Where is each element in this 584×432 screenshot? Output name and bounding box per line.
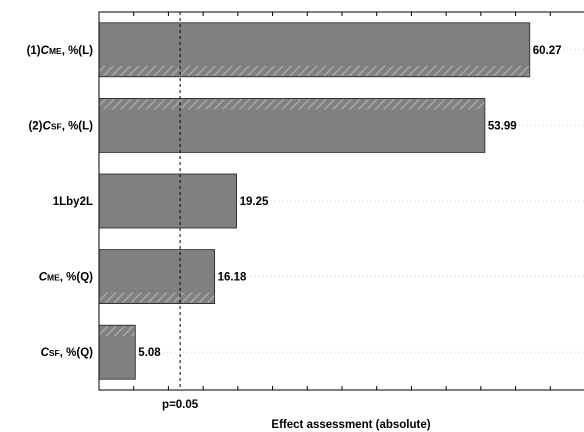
bar-hatch-csf-l: [99, 99, 485, 110]
category-label-interaction: 1Lby2L: [53, 196, 93, 208]
value-label-csf-q: 5.08: [138, 347, 161, 359]
bar-hatch-cme-q: [99, 292, 215, 303]
bars: [98, 22, 531, 380]
category-label-csf-l: (2)CSF, %(L): [28, 120, 93, 132]
category-label-cme-q: CME, %(Q): [39, 272, 93, 284]
category-label-cme-l: (1)CME, %(L): [27, 45, 94, 57]
x-axis-title: Effect assessment (absolute): [271, 419, 430, 431]
labels: 60.27 (1)CME, %(L) 53.99 (2)CSF, %(L) 19.25 1…: [27, 45, 562, 359]
value-label-interaction: 19.25: [240, 196, 269, 208]
plot-frame: [98, 11, 584, 391]
bar-hatch-csf-q: [99, 326, 135, 337]
bar-interaction: [98, 173, 237, 229]
value-label-cme-q: 16.18: [218, 272, 247, 284]
significance-label: p=0.05: [162, 399, 199, 411]
value-label-csf-l: 53.99: [488, 120, 517, 132]
bar-hatch-cme-l: [99, 65, 530, 76]
category-label-csf-q: CSF, %(Q): [41, 347, 94, 359]
value-label-cme-l: 60.27: [533, 45, 562, 57]
axes: [98, 11, 584, 391]
